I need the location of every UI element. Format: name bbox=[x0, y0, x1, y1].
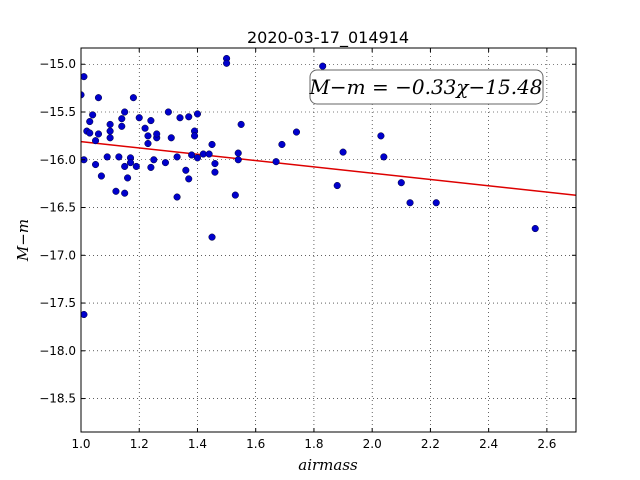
data-point bbox=[182, 166, 190, 174]
data-point bbox=[153, 130, 161, 138]
data-point bbox=[106, 134, 114, 142]
data-point bbox=[432, 199, 440, 207]
data-point bbox=[531, 224, 539, 233]
data-point bbox=[292, 128, 301, 136]
data-point bbox=[132, 162, 140, 170]
x-tick-label: 1.6 bbox=[246, 437, 265, 451]
x-tick-label: 2.4 bbox=[479, 437, 498, 451]
data-point bbox=[129, 94, 137, 102]
tick-layer: 1.0 1.2 1.4 1.6 1.8 2.0 2.2 2.4 2.6 −15.0 −15.5 −16… bbox=[39, 48, 576, 451]
data-point bbox=[92, 160, 100, 169]
data-point bbox=[173, 153, 181, 161]
data-point bbox=[94, 130, 103, 138]
data-point bbox=[278, 140, 286, 149]
data-point bbox=[333, 182, 341, 190]
data-point bbox=[118, 122, 126, 130]
data-point bbox=[97, 172, 105, 180]
data-point bbox=[167, 134, 175, 142]
x-tick-label: 2.0 bbox=[363, 437, 382, 451]
data-point bbox=[205, 150, 213, 158]
data-point bbox=[191, 132, 199, 140]
data-point bbox=[81, 91, 85, 99]
fit-line bbox=[80, 140, 577, 196]
x-tick-label: 2.2 bbox=[421, 437, 440, 451]
data-point bbox=[188, 151, 196, 159]
data-point bbox=[106, 120, 114, 128]
data-point bbox=[272, 158, 280, 166]
data-point bbox=[185, 175, 193, 183]
x-tick-label: 1.4 bbox=[188, 437, 207, 451]
data-point bbox=[147, 117, 155, 125]
data-point bbox=[223, 59, 231, 67]
data-point bbox=[86, 118, 94, 126]
plot-layer bbox=[80, 54, 577, 319]
data-point bbox=[94, 94, 103, 102]
data-point bbox=[141, 124, 149, 132]
data-point bbox=[81, 73, 88, 81]
data-point bbox=[147, 163, 155, 171]
data-point bbox=[176, 114, 184, 122]
y-tick-label: −17.0 bbox=[39, 248, 76, 262]
y-axis-label: M−m bbox=[14, 219, 32, 262]
data-point bbox=[234, 156, 242, 164]
y-tick-label: −16.0 bbox=[39, 153, 76, 167]
y-tick-label: −18.5 bbox=[39, 392, 76, 406]
x-tick-label: 1.2 bbox=[130, 437, 149, 451]
data-point bbox=[339, 148, 347, 156]
data-point bbox=[86, 129, 94, 137]
data-point bbox=[173, 193, 181, 201]
data-point bbox=[208, 233, 216, 241]
data-point bbox=[406, 199, 414, 207]
data-point bbox=[397, 179, 405, 187]
data-point bbox=[81, 310, 88, 319]
data-point bbox=[211, 160, 219, 168]
chart-title: 2020-03-17_014914 bbox=[247, 28, 409, 48]
fit-equation-box: M−m = −0.33χ−15.48 bbox=[308, 69, 544, 105]
data-point bbox=[208, 140, 216, 149]
data-point bbox=[231, 191, 239, 199]
x-axis-label: airmass bbox=[298, 456, 358, 474]
fit-equation: M−m = −0.33χ−15.48 bbox=[308, 75, 542, 99]
data-point bbox=[161, 159, 169, 167]
y-tick-label: −18.0 bbox=[39, 344, 76, 358]
y-tick-label: −15.5 bbox=[39, 105, 76, 119]
data-point bbox=[144, 132, 152, 140]
data-point bbox=[319, 62, 327, 70]
x-tick-label: 1.0 bbox=[71, 437, 90, 451]
data-point bbox=[237, 120, 245, 128]
data-point bbox=[124, 174, 132, 182]
data-point bbox=[135, 114, 143, 122]
data-point bbox=[106, 127, 114, 135]
y-tick-label: −17.5 bbox=[39, 296, 76, 310]
y-tick-label: −16.5 bbox=[39, 201, 76, 215]
data-point bbox=[234, 149, 242, 157]
data-point bbox=[92, 137, 100, 145]
fit-equation-frame bbox=[309, 69, 544, 105]
data-point bbox=[377, 132, 385, 140]
data-points bbox=[81, 54, 539, 319]
data-point bbox=[121, 162, 129, 170]
y-tick-label: −15.0 bbox=[39, 57, 76, 71]
data-point bbox=[121, 189, 129, 197]
data-point bbox=[118, 115, 126, 123]
data-point bbox=[103, 153, 111, 161]
data-point bbox=[185, 113, 193, 121]
data-point bbox=[112, 187, 120, 195]
data-point bbox=[164, 108, 172, 116]
data-point bbox=[126, 159, 135, 167]
data-point bbox=[193, 110, 202, 118]
data-point bbox=[89, 111, 97, 119]
data-point bbox=[144, 139, 152, 148]
data-point bbox=[115, 153, 123, 161]
x-tick-label: 1.8 bbox=[304, 437, 323, 451]
x-tick-label: 2.6 bbox=[537, 437, 556, 451]
data-point bbox=[380, 153, 388, 161]
data-point bbox=[193, 154, 202, 162]
data-point bbox=[211, 168, 219, 176]
data-point bbox=[150, 156, 158, 164]
plot-frame bbox=[80, 47, 577, 433]
data-point bbox=[121, 108, 129, 116]
